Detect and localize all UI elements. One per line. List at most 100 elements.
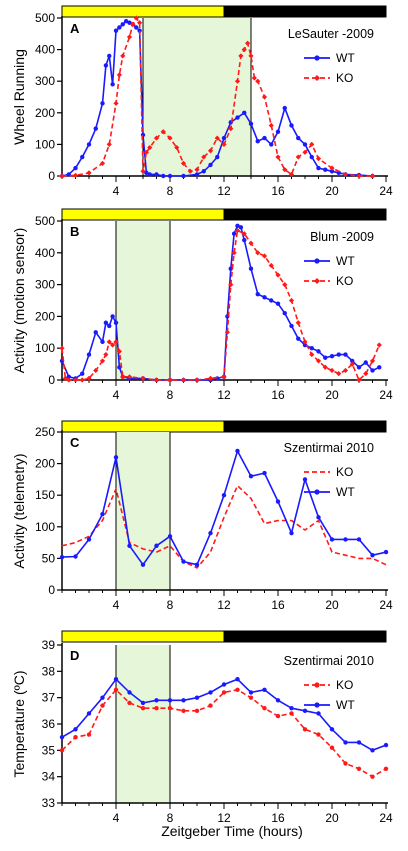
data-point-ko (370, 774, 375, 779)
data-point-wt (100, 695, 105, 700)
data-point-wt (383, 549, 389, 555)
data-point-wt (316, 711, 321, 716)
data-point-ko (86, 732, 92, 737)
y-tick-label: 37 (42, 691, 56, 705)
data-point-ko (349, 361, 355, 367)
data-point-ko (241, 231, 247, 237)
data-point-wt (208, 690, 213, 695)
data-point-ko (316, 732, 321, 737)
light-phase-bar (61, 5, 225, 18)
data-point-ko (383, 766, 389, 771)
data-point-wt (120, 22, 125, 27)
data-point-wt (107, 323, 112, 329)
x-tick-label: 24 (379, 388, 393, 402)
data-point-wt (289, 706, 294, 711)
data-point-wt (93, 126, 98, 131)
data-point-ko (282, 167, 288, 173)
y-axis-title: Activity (motion sensor) (11, 228, 27, 373)
data-point-ko (248, 240, 254, 246)
y-tick-label: 500 (35, 11, 55, 25)
y-tick-label: 300 (35, 74, 55, 88)
data-point-wt (113, 28, 119, 33)
data-point-wt (296, 135, 301, 141)
data-point-wt (86, 352, 92, 357)
data-point-ko (329, 367, 335, 374)
data-point-wt (73, 165, 78, 171)
data-point-ko (167, 706, 173, 711)
data-point-wt (167, 698, 173, 703)
data-point-wt (248, 121, 254, 127)
data-point-ko (59, 748, 65, 753)
data-point-wt (363, 360, 368, 365)
data-point-wt (221, 682, 227, 687)
data-point-wt (302, 142, 308, 147)
data-point-ko (180, 377, 187, 383)
data-point-wt (255, 139, 260, 144)
data-point-ko (238, 53, 244, 59)
y-tick-label: 33 (42, 796, 56, 810)
data-point-ko (110, 342, 116, 348)
data-point-ko (180, 160, 187, 166)
data-point-wt (262, 470, 267, 476)
data-point-wt (302, 708, 308, 714)
data-point-ko (116, 348, 122, 354)
data-point-wt (59, 554, 65, 560)
dark-phase-bar (223, 420, 387, 433)
data-point-wt (147, 172, 152, 177)
data-point-wt (356, 537, 362, 542)
y-tick-label: 400 (35, 43, 55, 57)
data-point-wt (140, 562, 146, 567)
data-point-ko (288, 297, 295, 304)
data-point-wt (370, 368, 375, 373)
x-tick-label: 24 (379, 598, 393, 612)
data-point-wt (73, 727, 78, 732)
data-point-ko (342, 171, 349, 178)
data-point-wt (167, 173, 173, 179)
data-point-wt (323, 167, 328, 172)
data-point-wt (194, 172, 200, 177)
data-point-ko (72, 377, 79, 383)
data-point-ko (86, 170, 92, 176)
data-point-wt (275, 129, 281, 134)
data-point-ko (356, 377, 362, 383)
data-point-ko (207, 148, 214, 154)
x-tick-label: 16 (271, 184, 285, 198)
data-point-ko (154, 706, 159, 711)
data-point-ko (100, 703, 105, 708)
data-point-ko (208, 703, 213, 708)
data-point-ko (113, 687, 119, 692)
data-point-wt (154, 543, 159, 548)
data-point-ko (315, 156, 322, 162)
data-point-ko (113, 339, 119, 345)
data-point-ko (86, 375, 92, 382)
legend-label-wt: WT (336, 485, 355, 499)
y-tick-label: 38 (42, 664, 56, 678)
data-point-ko (234, 78, 241, 84)
data-point-ko (275, 272, 281, 278)
data-point-wt (275, 698, 281, 703)
data-point-wt (137, 28, 142, 33)
x-tick-label: 20 (325, 184, 339, 198)
data-point-ko (268, 262, 274, 269)
legend-marker (314, 682, 320, 688)
y-tick-label: 150 (35, 488, 55, 502)
data-point-wt (103, 320, 109, 325)
legend-label-ko: KO (336, 465, 353, 479)
x-tick-label: 24 (379, 811, 393, 825)
data-point-ko (167, 377, 173, 383)
legend-marker (314, 489, 320, 495)
data-point-wt (194, 695, 200, 700)
panel-letter: C (70, 435, 80, 450)
panel-title: Szentirmai 2010 (284, 441, 374, 455)
y-tick-label: 200 (35, 106, 55, 120)
data-point-wt (356, 740, 362, 745)
data-point-wt (215, 154, 220, 160)
panel-letter: D (70, 648, 79, 663)
y-tick-label: 50 (42, 551, 56, 565)
data-point-wt (269, 298, 274, 303)
data-point-ko (356, 766, 362, 771)
data-point-wt (302, 342, 308, 348)
data-point-ko (248, 53, 254, 59)
data-point-wt (100, 339, 105, 345)
